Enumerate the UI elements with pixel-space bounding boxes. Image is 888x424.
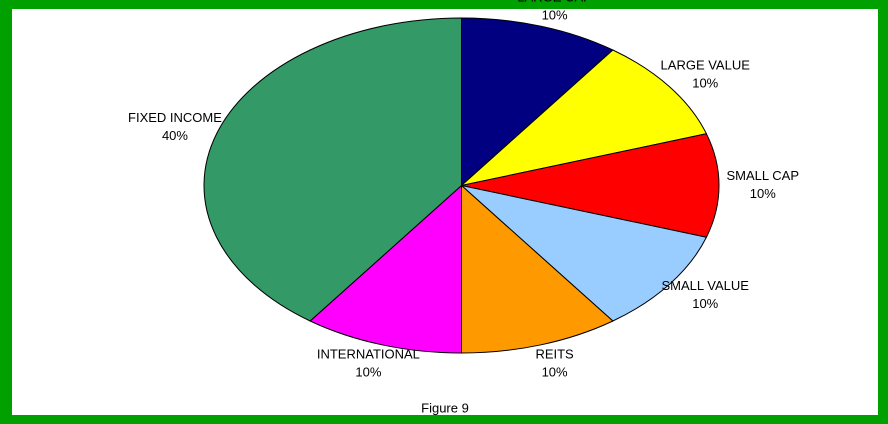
caption: Figure 9 [421, 400, 469, 415]
slice-value-label: 10% [692, 296, 718, 311]
slice-label: SMALL VALUE [662, 278, 750, 293]
slice-value-label: 10% [750, 186, 776, 201]
pie-slice [461, 133, 720, 238]
slice-value-label: 40% [162, 128, 188, 143]
slice-label: FIXED INCOME [128, 110, 222, 125]
slice-label: LARGE VALUE [661, 58, 751, 73]
slice-value-label: 10% [542, 8, 568, 23]
slice-label: REITS [535, 346, 574, 361]
slice-value-label: 10% [542, 364, 568, 379]
slice-label: LARGE CAP [517, 0, 591, 5]
slice-label: INTERNATIONAL [317, 346, 420, 361]
pie-slice [459, 184, 708, 322]
pie-slice [309, 184, 462, 354]
slice-value-label: 10% [355, 364, 381, 379]
pie-slice [461, 17, 614, 187]
pie-slice [461, 184, 614, 354]
pie-slice [203, 17, 462, 322]
slice-label: SMALL CAP [727, 168, 800, 183]
slice-value-label: 10% [692, 76, 718, 91]
pie-slice [459, 49, 708, 187]
